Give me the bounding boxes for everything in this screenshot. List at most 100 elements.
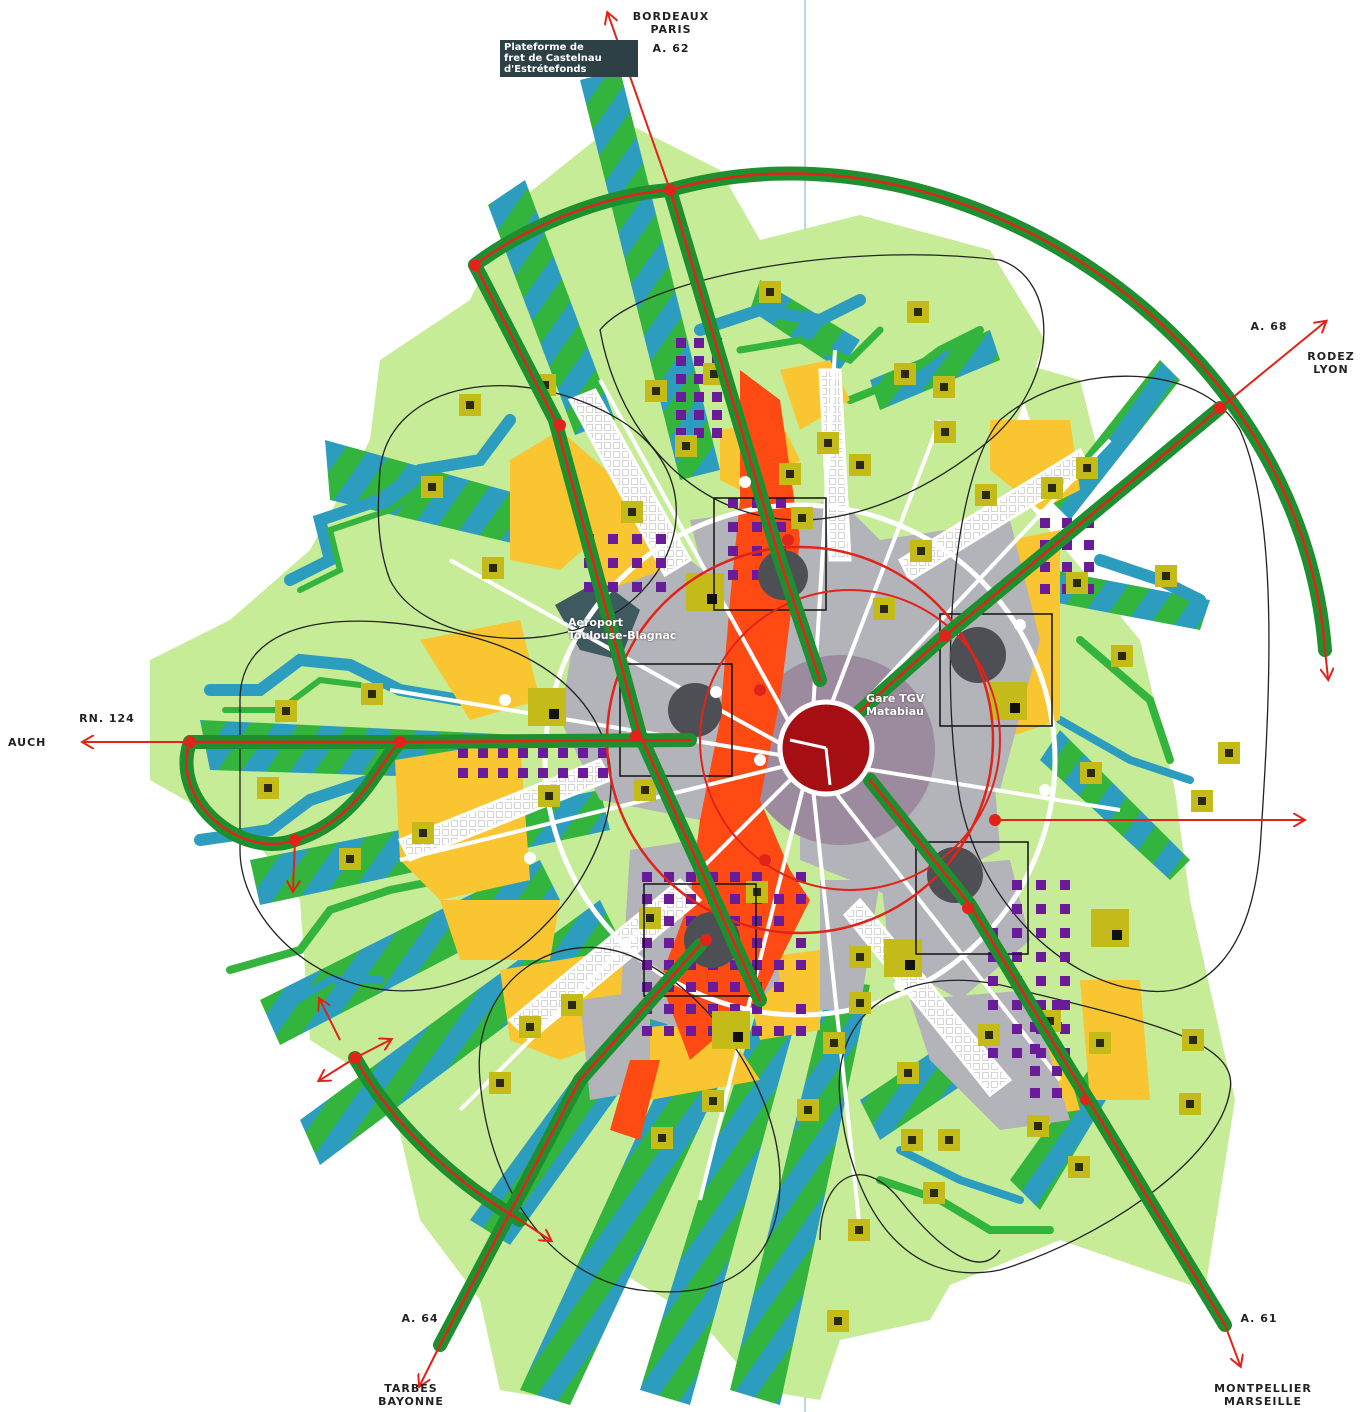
- purple-square: [708, 872, 718, 882]
- purple-square: [1062, 562, 1072, 572]
- red-nodes: [184, 184, 1226, 1105]
- purple-square: [676, 410, 686, 420]
- purple-square: [1012, 952, 1022, 962]
- purple-square: [686, 872, 696, 882]
- purple-square: [1012, 1048, 1022, 1058]
- purple-square: [676, 392, 686, 402]
- olive-square: [746, 881, 768, 903]
- olive-square: [1027, 1115, 1049, 1137]
- purple-square: [694, 410, 704, 420]
- olive-square: [901, 1129, 923, 1151]
- olive-square: [519, 1016, 541, 1038]
- olive-square: [361, 683, 383, 705]
- purple-square: [730, 982, 740, 992]
- purple-square: [774, 916, 784, 926]
- olive-square: [923, 1182, 945, 1204]
- purple-square: [774, 982, 784, 992]
- purple-square: [1012, 928, 1022, 938]
- olive-square: [1076, 457, 1098, 479]
- purple-square: [796, 1026, 806, 1036]
- purple-square: [686, 916, 696, 926]
- purple-square: [1052, 1000, 1062, 1010]
- framed-squares: [619, 497, 1053, 997]
- purple-square: [642, 938, 652, 948]
- purple-square: [694, 338, 704, 348]
- contour-loops: [239, 254, 1270, 1293]
- olive-square: [817, 432, 839, 454]
- purple-square: [1030, 1088, 1040, 1098]
- purple-square: [1036, 1048, 1046, 1058]
- purple-square: [558, 768, 568, 778]
- central-station: [777, 699, 875, 797]
- purple-square: [1084, 584, 1094, 594]
- purple-square: [1040, 518, 1050, 528]
- olive-square: [897, 1062, 919, 1084]
- purple-square: [664, 894, 674, 904]
- airport-label: Aeroport Toulouse-Blagnac: [568, 616, 676, 642]
- purple-square: [578, 748, 588, 758]
- olive-square: [561, 994, 583, 1016]
- label-north-road: A. 62: [652, 42, 690, 55]
- olive-square: [1155, 565, 1177, 587]
- olive-square: [675, 435, 697, 457]
- label-southeast-city2: MARSEILLE: [1224, 1395, 1302, 1408]
- purple-square: [1012, 904, 1022, 914]
- purple-square: [730, 894, 740, 904]
- olive-square: [1068, 1156, 1090, 1178]
- olive-square: [1179, 1093, 1201, 1115]
- purple-square: [730, 960, 740, 970]
- purple-square: [664, 1026, 674, 1036]
- purple-square: [694, 356, 704, 366]
- olive-square: [849, 946, 871, 968]
- platform-line3: d'Estrétefonds: [504, 64, 587, 75]
- wiggly-lines: [194, 294, 1206, 1234]
- purple-square: [676, 356, 686, 366]
- purple-square: [752, 938, 762, 948]
- purple-square: [518, 768, 528, 778]
- label-southwest-road: A. 64: [401, 1312, 439, 1325]
- label-north-city1: BORDEAUX: [632, 10, 710, 23]
- olive-square: [459, 394, 481, 416]
- purple-square: [458, 768, 468, 778]
- olive-square: [538, 785, 560, 807]
- southwest-arrow-icon: [420, 1344, 441, 1385]
- purple-square: [988, 1048, 998, 1058]
- purple-square: [1060, 928, 1070, 938]
- label-northeast-city1: RODEZ: [1307, 350, 1355, 363]
- purple-square: [676, 338, 686, 348]
- olive-square: [639, 907, 661, 929]
- purple-square: [796, 960, 806, 970]
- purple-square: [558, 748, 568, 758]
- olive-square: [849, 992, 871, 1014]
- label-southeast-city1: MONTPELLIER: [1214, 1382, 1312, 1395]
- label-southwest: TARBES BAYONNE: [366, 1382, 456, 1408]
- purple-square: [1012, 880, 1022, 890]
- label-west-city: AUCH: [8, 736, 47, 749]
- purple-square: [1012, 1000, 1022, 1010]
- white-nodes: [499, 476, 1051, 991]
- station-line1: Gare TGV: [866, 692, 925, 705]
- label-southeast: MONTPELLIER MARSEILLE: [1208, 1382, 1318, 1408]
- label-northeast-road: A. 68: [1250, 320, 1288, 333]
- purple-square: [538, 768, 548, 778]
- purple-square: [608, 534, 618, 544]
- olive-square: [1089, 1032, 1111, 1054]
- station-label: Gare TGV Matabiau: [866, 692, 924, 718]
- olive-square: [1218, 742, 1240, 764]
- purple-square: [752, 1004, 762, 1014]
- purple-square: [1060, 976, 1070, 986]
- purple-square: [1030, 1022, 1040, 1032]
- olive-square: [702, 1090, 724, 1112]
- olive-square: [1191, 790, 1213, 812]
- purple-square: [694, 392, 704, 402]
- purple-square: [1084, 562, 1094, 572]
- purple-square: [598, 768, 608, 778]
- olive-square: [621, 501, 643, 523]
- purple-square: [752, 1026, 762, 1036]
- olive-square: [412, 822, 434, 844]
- label-northeast-city2: LYON: [1313, 363, 1349, 376]
- olive-square: [827, 1310, 849, 1332]
- purple-square: [712, 428, 722, 438]
- olive-square: [634, 779, 656, 801]
